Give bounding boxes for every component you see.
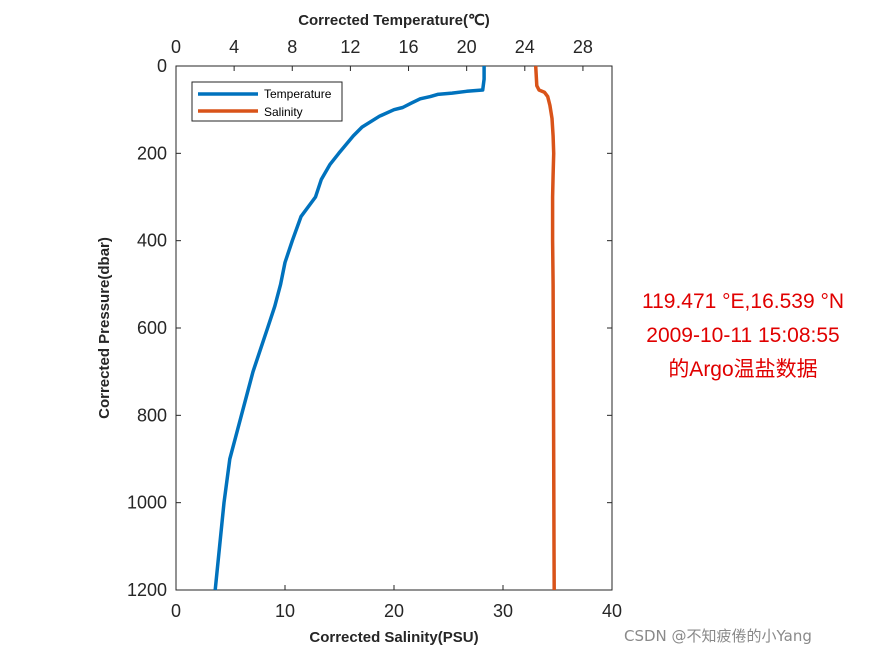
top-tick-label: 16 [399, 37, 419, 57]
legend: Temperature Salinity [191, 81, 343, 122]
plot-area [175, 65, 613, 591]
top-tick-label: 20 [457, 37, 477, 57]
bottom-tick-label: 30 [493, 601, 513, 621]
series-line-salinity [533, 65, 556, 591]
top-tick-label: 4 [229, 37, 239, 57]
y-tick-label: 600 [137, 318, 167, 338]
bottom-axis-ticks: 0 10 20 30 40 [171, 585, 622, 621]
axes-frame [175, 65, 613, 591]
legend-box [191, 81, 343, 122]
y-tick-label: 800 [137, 405, 167, 425]
bottom-axis-title: Corrected Salinity(PSU) [309, 629, 478, 646]
y-tick-label: 0 [157, 56, 167, 76]
top-tick-label: 0 [171, 37, 181, 57]
y-axis-ticks: 0 200 400 600 800 1000 1200 [127, 56, 612, 600]
top-tick-label: 24 [515, 37, 535, 57]
y-tick-label: 400 [137, 231, 167, 251]
top-tick-label: 8 [287, 37, 297, 57]
bottom-tick-label: 20 [384, 601, 404, 621]
annotation-coordinates: 119.471 °E,16.539 °N [641, 290, 845, 313]
location-annotation: 119.471 °E,16.539 °N 2009-10-11 15:08:55… [613, 285, 873, 387]
top-tick-label: 28 [573, 37, 593, 57]
bottom-tick-label: 10 [275, 601, 295, 621]
bottom-tick-label: 0 [171, 601, 181, 621]
series-line-temperature [213, 66, 486, 591]
watermark: CSDN @不知疲倦的小Yang [624, 627, 812, 645]
y-tick-label: 1000 [127, 493, 167, 513]
bottom-tick-label: 40 [602, 601, 622, 621]
y-tick-label: 1200 [127, 580, 167, 600]
annotation-caption: 的Argo温盐数据 [668, 358, 818, 381]
annotation-datetime: 2009-10-11 15:08:55 [646, 324, 840, 347]
top-axis-ticks: 0 4 8 12 16 20 24 28 [171, 37, 593, 71]
top-axis-title: Corrected Temperature(℃) [298, 12, 490, 29]
legend-label-salinity: Salinity [264, 105, 303, 119]
y-axis-title: Corrected Pressure(dbar) [96, 237, 113, 419]
legend-label-temperature: Temperature [264, 87, 332, 101]
y-tick-label: 200 [137, 143, 167, 163]
top-tick-label: 12 [340, 37, 360, 57]
series-layer [213, 65, 556, 591]
